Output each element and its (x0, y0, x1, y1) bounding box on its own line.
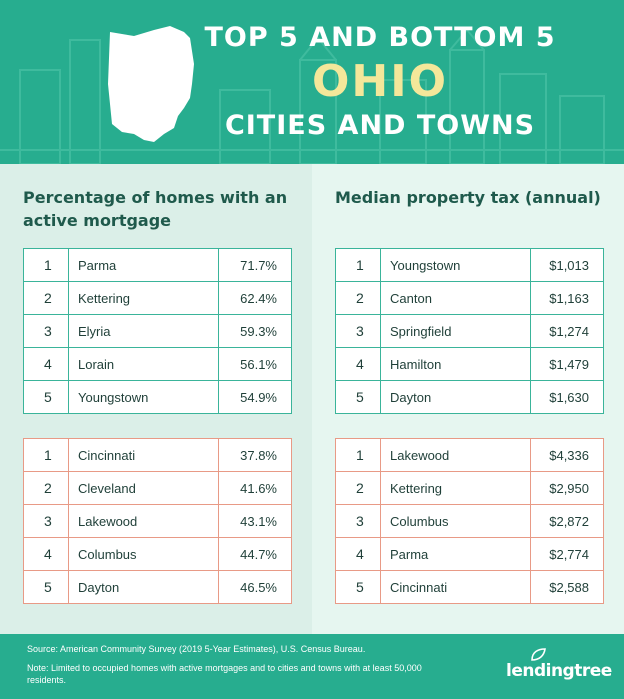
mortgage-panel-title: Percentage of homes with an active mortg… (23, 188, 288, 230)
rank-cell: 3 (23, 504, 69, 538)
value-cell: 56.1% (218, 347, 292, 381)
value-cell: $2,588 (530, 570, 604, 604)
value-cell: $4,336 (530, 438, 604, 472)
city-cell: Columbus (68, 537, 219, 571)
table-row: 4 Parma $2,774 (335, 537, 604, 571)
rank-cell: 1 (335, 248, 381, 282)
table-row: 4 Columbus 44.7% (23, 537, 292, 571)
table-row: 3 Columbus $2,872 (335, 504, 604, 538)
value-cell: 71.7% (218, 248, 292, 282)
table-row: 5 Youngstown 54.9% (23, 380, 292, 414)
city-cell: Cincinnati (68, 438, 219, 472)
rank-cell: 4 (335, 347, 381, 381)
rank-cell: 2 (23, 281, 69, 315)
value-cell: 41.6% (218, 471, 292, 505)
rank-cell: 2 (335, 281, 381, 315)
table-row: 5 Cincinnati $2,588 (335, 570, 604, 604)
rank-cell: 1 (335, 438, 381, 472)
rank-cell: 4 (23, 347, 69, 381)
value-cell: $2,872 (530, 504, 604, 538)
table-row: 4 Hamilton $1,479 (335, 347, 604, 381)
rank-cell: 3 (23, 314, 69, 348)
city-skyline-icon (0, 28, 624, 164)
value-cell: $2,774 (530, 537, 604, 571)
city-cell: Lakewood (380, 438, 531, 472)
city-cell: Cincinnati (380, 570, 531, 604)
city-cell: Cleveland (68, 471, 219, 505)
rank-cell: 5 (23, 570, 69, 604)
property-tax-top-table: 1 Youngstown $1,013 2 Canton $1,163 3 Springfie… (335, 248, 604, 414)
property-tax-panel: Median property tax (annual) 1 Youngstown… (312, 164, 624, 634)
table-row: 2 Canton $1,163 (335, 281, 604, 315)
value-cell: 62.4% (218, 281, 292, 315)
title-state: OHIO (311, 56, 448, 107)
rank-cell: 1 (23, 438, 69, 472)
rank-cell: 5 (23, 380, 69, 414)
table-row: 4 Lorain 56.1% (23, 347, 292, 381)
city-cell: Parma (68, 248, 219, 282)
table-row: 3 Springfield $1,274 (335, 314, 604, 348)
city-cell: Lorain (68, 347, 219, 381)
table-row: 2 Kettering 62.4% (23, 281, 292, 315)
table-row: 1 Cincinnati 37.8% (23, 438, 292, 472)
mortgage-panel: Percentage of homes with an active mortg… (0, 164, 312, 634)
city-cell: Kettering (68, 281, 219, 315)
value-cell: $1,479 (530, 347, 604, 381)
table-row: 2 Kettering $2,950 (335, 471, 604, 505)
city-cell: Elyria (68, 314, 219, 348)
table-row: 1 Lakewood $4,336 (335, 438, 604, 472)
city-cell: Youngstown (380, 248, 531, 282)
lendingtree-logo: lendingtree (506, 661, 612, 681)
rank-cell: 3 (335, 504, 381, 538)
value-cell: 37.8% (218, 438, 292, 472)
table-row: 1 Youngstown $1,013 (335, 248, 604, 282)
property-tax-bottom-table: 1 Lakewood $4,336 2 Kettering $2,950 3 Columbus… (335, 438, 604, 604)
city-cell: Lakewood (68, 504, 219, 538)
table-row: 5 Dayton $1,630 (335, 380, 604, 414)
city-cell: Dayton (380, 380, 531, 414)
source-text: Source: American Community Survey (2019 … (27, 644, 366, 654)
mortgage-top-table: 1 Parma 71.7% 2 Kettering 62.4% 3 Elyria 59.3% 4 L… (23, 248, 292, 414)
rank-cell: 5 (335, 570, 381, 604)
rank-cell: 2 (335, 471, 381, 505)
city-cell: Hamilton (380, 347, 531, 381)
value-cell: $1,274 (530, 314, 604, 348)
city-cell: Springfield (380, 314, 531, 348)
city-cell: Dayton (68, 570, 219, 604)
rank-cell: 2 (23, 471, 69, 505)
rank-cell: 4 (23, 537, 69, 571)
value-cell: 44.7% (218, 537, 292, 571)
note-text: Note: Limited to occupied homes with act… (27, 663, 422, 685)
table-row: 2 Cleveland 41.6% (23, 471, 292, 505)
value-cell: 43.1% (218, 504, 292, 538)
value-cell: $1,630 (530, 380, 604, 414)
title-line-3: CITIES AND TOWNS (224, 110, 536, 141)
footer: Source: American Community Survey (2019 … (0, 634, 624, 699)
city-cell: Columbus (380, 504, 531, 538)
mortgage-bottom-table: 1 Cincinnati 37.8% 2 Cleveland 41.6% 3 Lakewood… (23, 438, 292, 604)
value-cell: 46.5% (218, 570, 292, 604)
title-line-1: TOP 5 AND BOTTOM 5 (204, 22, 556, 53)
property-tax-panel-title: Median property tax (annual) (335, 188, 601, 207)
value-cell: $2,950 (530, 471, 604, 505)
rank-cell: 3 (335, 314, 381, 348)
leaf-icon (531, 648, 546, 661)
city-cell: Kettering (380, 471, 531, 505)
rank-cell: 1 (23, 248, 69, 282)
value-cell: $1,013 (530, 248, 604, 282)
city-cell: Youngstown (68, 380, 219, 414)
rank-cell: 4 (335, 537, 381, 571)
rank-cell: 5 (335, 380, 381, 414)
ohio-state-shape-icon (108, 26, 194, 142)
city-cell: Canton (380, 281, 531, 315)
table-row: 1 Parma 71.7% (23, 248, 292, 282)
table-row: 3 Lakewood 43.1% (23, 504, 292, 538)
city-cell: Parma (380, 537, 531, 571)
value-cell: $1,163 (530, 281, 604, 315)
header-banner: TOP 5 AND BOTTOM 5 OHIO CITIES AND TOWNS (0, 0, 624, 164)
table-row: 5 Dayton 46.5% (23, 570, 292, 604)
value-cell: 54.9% (218, 380, 292, 414)
value-cell: 59.3% (218, 314, 292, 348)
table-row: 3 Elyria 59.3% (23, 314, 292, 348)
